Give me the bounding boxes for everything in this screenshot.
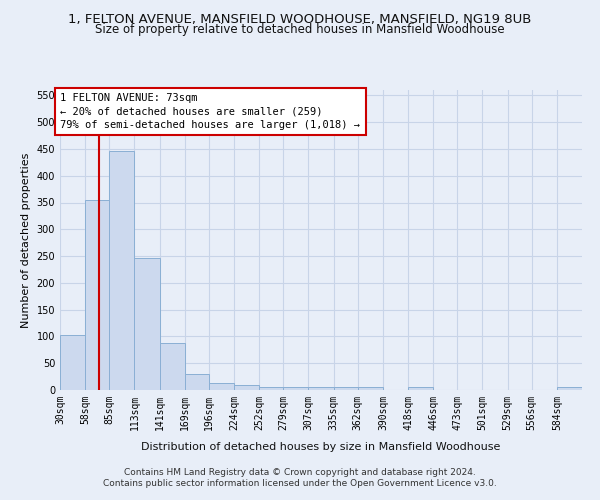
- Bar: [109, 150, 134, 390]
- Text: Size of property relative to detached houses in Mansfield Woodhouse: Size of property relative to detached ho…: [95, 22, 505, 36]
- Bar: [283, 388, 308, 390]
- Text: 1 FELTON AVENUE: 73sqm
← 20% of detached houses are smaller (259)
79% of semi-de: 1 FELTON AVENUE: 73sqm ← 20% of detached…: [61, 93, 361, 130]
- Text: Distribution of detached houses by size in Mansfield Woodhouse: Distribution of detached houses by size …: [142, 442, 500, 452]
- Y-axis label: Number of detached properties: Number of detached properties: [21, 152, 31, 328]
- Bar: [408, 388, 433, 390]
- Bar: [259, 387, 283, 390]
- Bar: [85, 200, 109, 390]
- Bar: [358, 388, 383, 390]
- Bar: [234, 385, 259, 390]
- Bar: [308, 388, 334, 390]
- Bar: [209, 382, 234, 390]
- Text: Contains public sector information licensed under the Open Government Licence v3: Contains public sector information licen…: [103, 480, 497, 488]
- Bar: [134, 258, 160, 390]
- Bar: [557, 388, 582, 390]
- Bar: [185, 374, 209, 390]
- Bar: [334, 388, 358, 390]
- Bar: [160, 343, 185, 390]
- Text: Contains HM Land Registry data © Crown copyright and database right 2024.: Contains HM Land Registry data © Crown c…: [124, 468, 476, 477]
- Bar: [60, 335, 85, 390]
- Text: 1, FELTON AVENUE, MANSFIELD WOODHOUSE, MANSFIELD, NG19 8UB: 1, FELTON AVENUE, MANSFIELD WOODHOUSE, M…: [68, 12, 532, 26]
